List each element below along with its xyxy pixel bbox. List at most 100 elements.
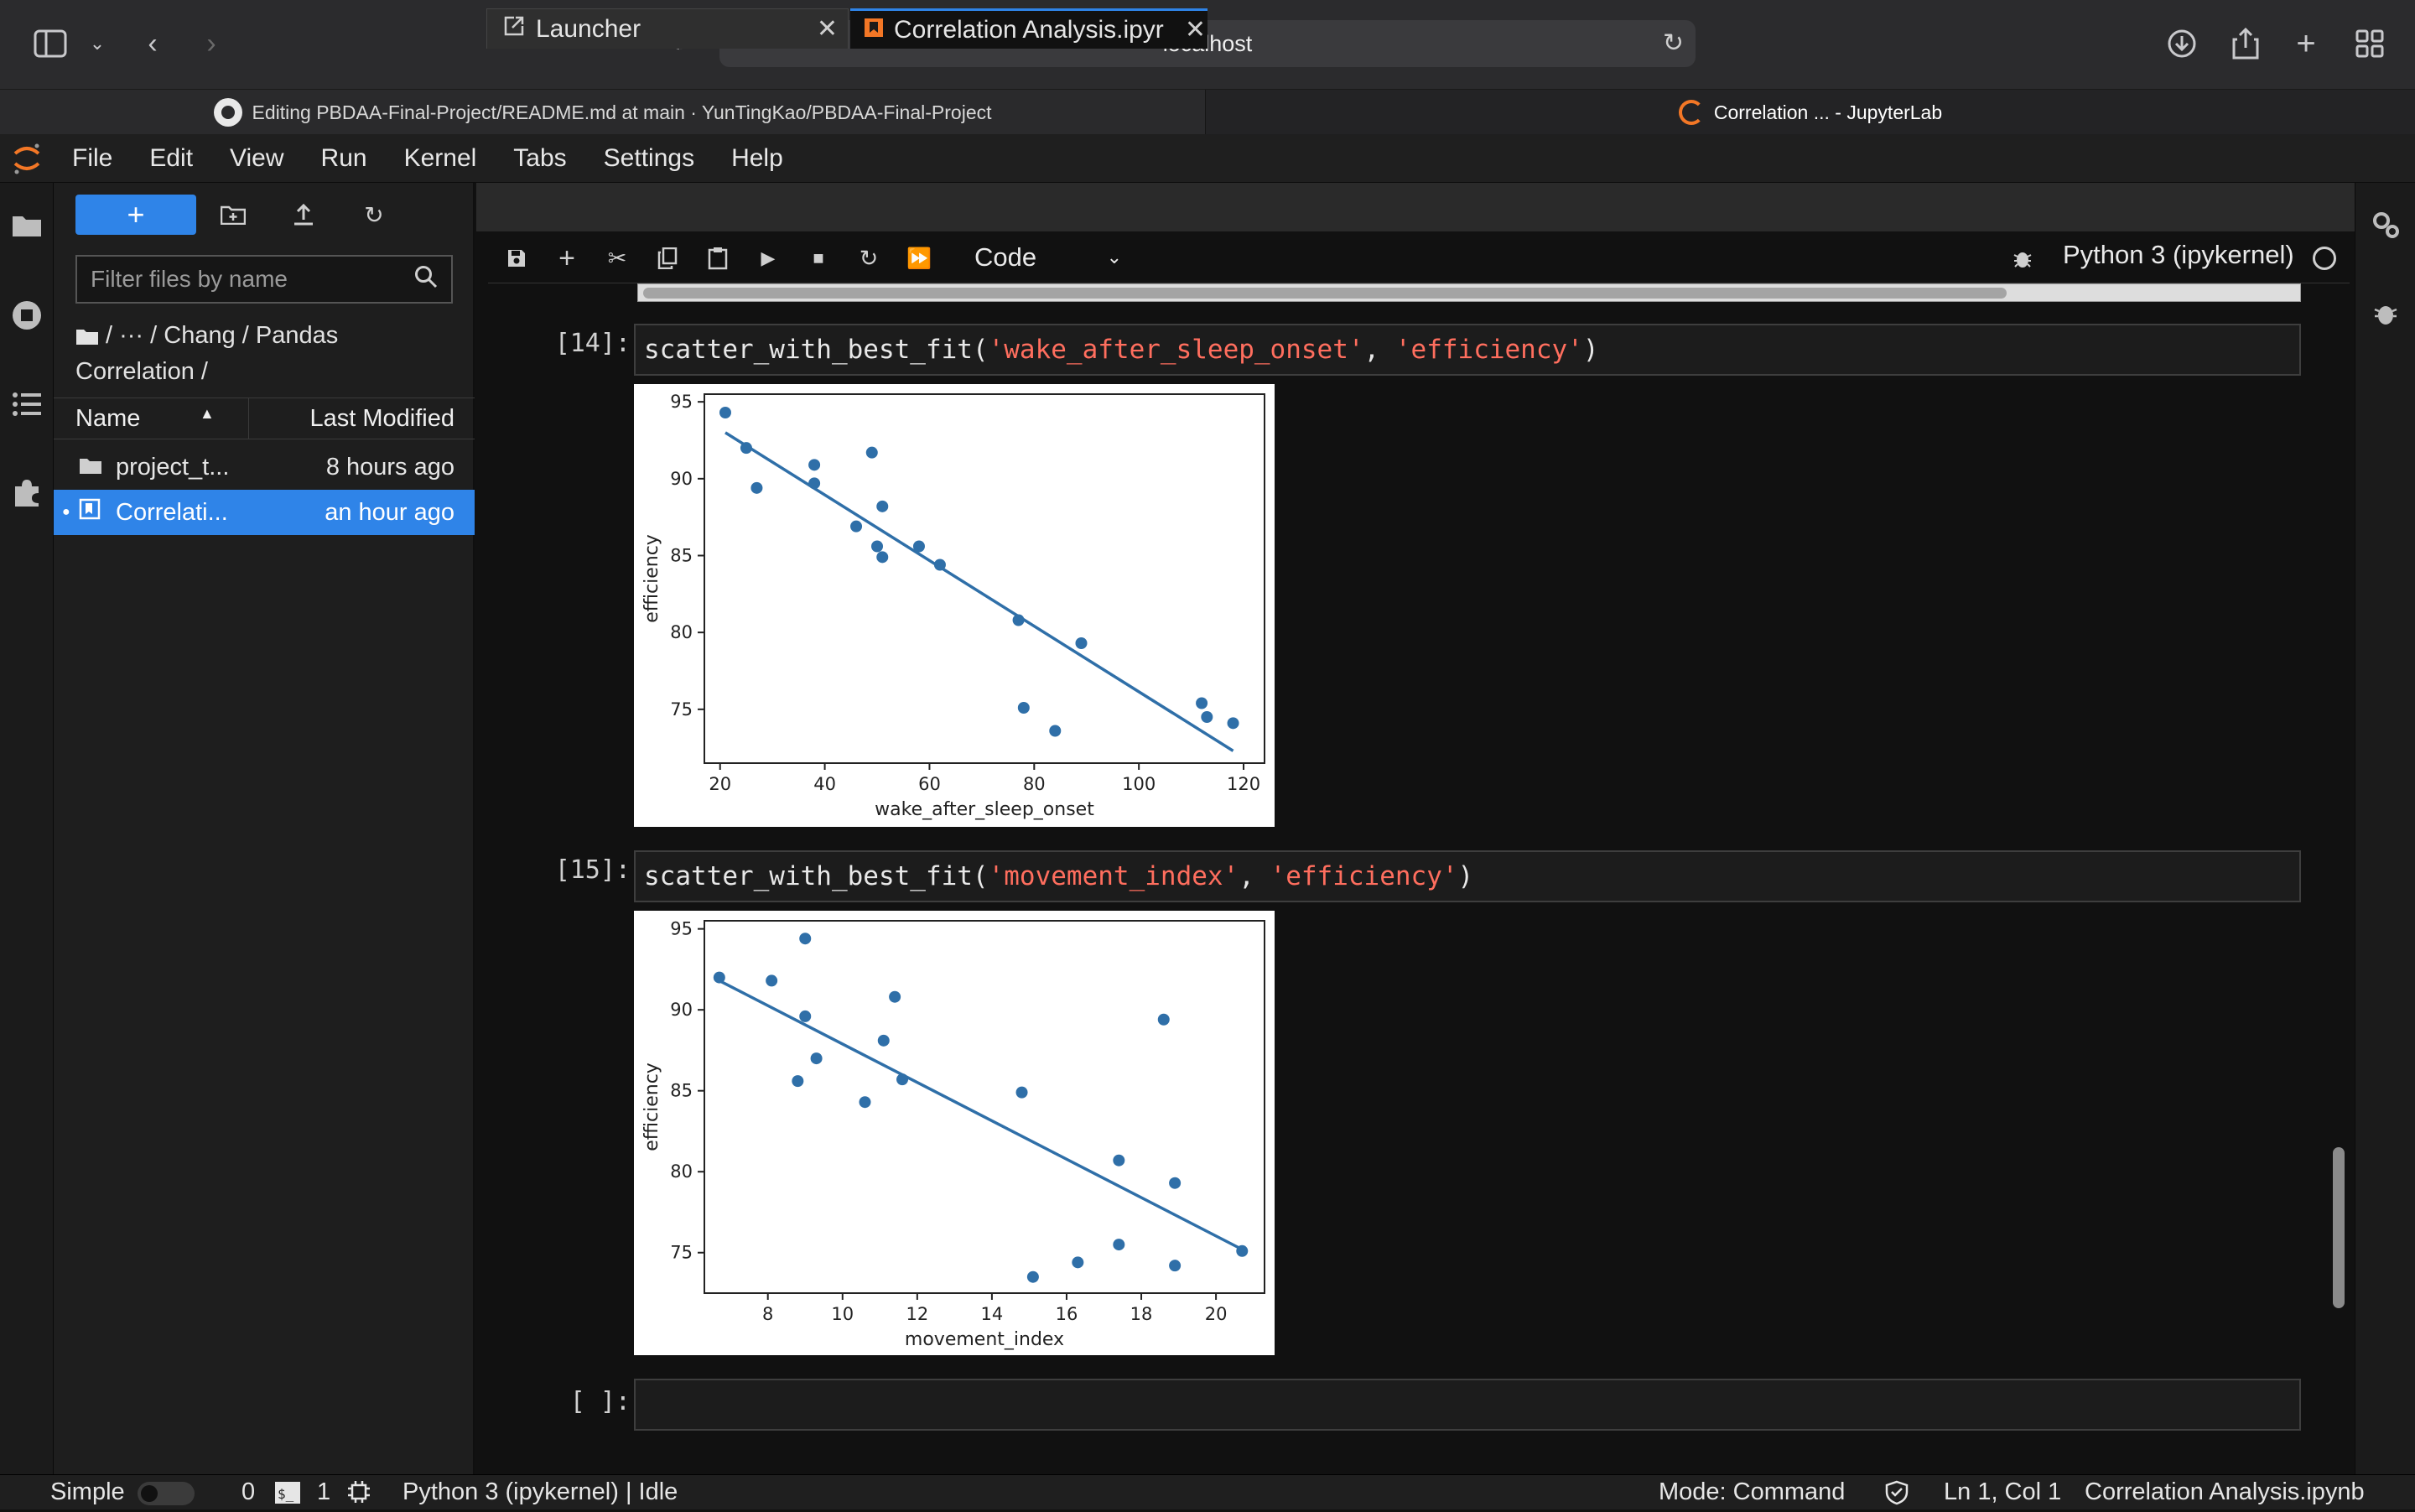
data-point bbox=[766, 974, 778, 987]
close-icon[interactable]: ✕ bbox=[1184, 16, 1206, 44]
data-point bbox=[865, 446, 878, 459]
filter-files-input[interactable] bbox=[77, 257, 414, 302]
notebook-toolbar: + ✂ ▶ ■ ↻ ⏩ Code ⌄ Python 3 (ipykernel) bbox=[488, 231, 2350, 283]
run-icon[interactable]: ▶ bbox=[761, 247, 776, 268]
data-point bbox=[1012, 614, 1025, 626]
notebook-icon bbox=[864, 16, 884, 44]
cursor-position[interactable]: Ln 1, Col 1 bbox=[1944, 1478, 2062, 1505]
new-folder-icon[interactable] bbox=[215, 196, 252, 233]
back-icon[interactable]: ‹ bbox=[148, 27, 158, 60]
data-point bbox=[1169, 1260, 1182, 1272]
breadcrumb[interactable]: / ··· / Chang / Pandas Correlation / bbox=[75, 319, 461, 388]
copy-icon[interactable] bbox=[649, 240, 686, 277]
data-point bbox=[871, 540, 884, 553]
trusted-shield-icon[interactable] bbox=[1885, 1480, 1909, 1512]
save-icon[interactable] bbox=[498, 240, 535, 277]
simple-mode-label: Simple bbox=[50, 1478, 125, 1505]
data-point bbox=[1227, 717, 1239, 730]
reload-icon[interactable]: ↻ bbox=[1662, 29, 1684, 57]
folder-home-icon[interactable] bbox=[75, 321, 99, 355]
menu-kernel[interactable]: Kernel bbox=[403, 143, 477, 172]
menu-view[interactable]: View bbox=[230, 143, 284, 172]
vertical-scrollbar-thumb[interactable] bbox=[2333, 1147, 2345, 1308]
kernel-name-button[interactable]: Python 3 (ipykernel) bbox=[2063, 240, 2294, 269]
menu-run[interactable]: Run bbox=[320, 143, 367, 172]
terminal-count[interactable]: 0 bbox=[242, 1478, 256, 1505]
upload-icon[interactable] bbox=[285, 196, 322, 233]
plot-output: 20 40 60 80 100 120 75 80 85 90 95 wake_after_sleep… bbox=[634, 384, 1275, 827]
y-axis-label: efficiency bbox=[641, 534, 662, 623]
paste-icon[interactable] bbox=[699, 240, 736, 277]
data-point bbox=[1113, 1239, 1125, 1251]
debugger-bug-icon[interactable] bbox=[2366, 294, 2406, 334]
refresh-icon[interactable]: ↻ bbox=[364, 201, 384, 228]
data-point bbox=[808, 477, 821, 490]
breadcrumb-path[interactable]: / ··· / Chang / Pandas Correlation / bbox=[75, 322, 339, 385]
menubar: File Edit View Run Kernel Tabs Settings … bbox=[0, 134, 2415, 183]
last-modified-column-header[interactable]: Last Modified bbox=[309, 405, 455, 432]
x-axis-label: wake_after_sleep_onset bbox=[875, 799, 1094, 820]
file-row-notebook-selected[interactable]: ● Correlati... an hour ago bbox=[54, 490, 475, 535]
menu-help[interactable]: Help bbox=[731, 143, 783, 172]
browser-tab-jupyter[interactable]: Correlation ... - JupyterLab bbox=[1206, 90, 2415, 135]
cell-type-value: Code bbox=[974, 242, 1037, 272]
empty-code-cell[interactable] bbox=[634, 1379, 2301, 1431]
tab-launcher[interactable]: Launcher ✕ bbox=[486, 8, 849, 49]
data-point bbox=[750, 481, 763, 494]
browser-tab-title: Correlation ... - JupyterLab bbox=[1713, 101, 1943, 123]
chevron-down-icon[interactable]: ⌄ bbox=[89, 33, 106, 54]
menu-edit[interactable]: Edit bbox=[149, 143, 194, 172]
cut-icon[interactable]: ✂ bbox=[607, 245, 627, 271]
forward-icon[interactable]: › bbox=[206, 27, 216, 60]
y-tick-label: 90 bbox=[670, 1000, 693, 1020]
y-tick-label: 80 bbox=[670, 622, 693, 642]
share-icon[interactable] bbox=[2225, 23, 2266, 64]
debugger-bug-icon[interactable] bbox=[2004, 240, 2041, 277]
extensions-puzzle-icon[interactable] bbox=[7, 473, 47, 513]
new-launcher-button[interactable]: + bbox=[75, 195, 196, 235]
data-point bbox=[889, 990, 901, 1003]
x-tick-label: 120 bbox=[1227, 774, 1260, 794]
kernel-count[interactable]: 1 bbox=[317, 1478, 331, 1505]
restart-kernel-icon[interactable]: ↻ bbox=[859, 245, 879, 271]
restart-run-all-icon[interactable]: ⏩ bbox=[906, 247, 932, 270]
x-tick-label: 16 bbox=[1056, 1304, 1078, 1324]
cell-type-select[interactable]: Code ⌄ bbox=[966, 238, 1125, 277]
property-inspector-gears-icon[interactable] bbox=[2366, 205, 2406, 245]
horizontal-scrollbar[interactable] bbox=[637, 283, 2301, 302]
data-point bbox=[719, 407, 731, 418]
folder-icon[interactable] bbox=[7, 205, 47, 245]
code-cell-input[interactable]: scatter_with_best_fit('wake_after_sleep_… bbox=[634, 324, 2301, 376]
x-tick-label: 20 bbox=[709, 774, 731, 794]
kernel-status-text[interactable]: Python 3 (ipykernel) | Idle bbox=[402, 1478, 678, 1505]
sidebar-toggle-icon[interactable] bbox=[30, 23, 70, 64]
running-sessions-icon[interactable] bbox=[7, 295, 47, 335]
browser-tab-github[interactable]: Editing PBDAA-Final-Project/README.md at… bbox=[0, 90, 1206, 135]
file-browser-panel: + ↻ / ··· / Chang / Pandas Correlation /… bbox=[54, 183, 475, 1474]
data-point bbox=[713, 971, 725, 984]
code-text: scatter_with_best_fit( bbox=[644, 335, 989, 365]
tab-overview-icon[interactable] bbox=[2350, 23, 2390, 64]
menu-settings[interactable]: Settings bbox=[603, 143, 695, 172]
menu-tabs[interactable]: Tabs bbox=[513, 143, 567, 172]
name-column-header[interactable]: Name bbox=[75, 405, 141, 432]
cell-prompt: [ ]: bbox=[569, 1387, 631, 1416]
browser-tab-strip: Editing PBDAA-Final-Project/README.md at… bbox=[0, 89, 2415, 135]
file-row-folder[interactable]: project_t... 8 hours ago bbox=[54, 444, 475, 490]
close-icon[interactable]: ✕ bbox=[816, 15, 838, 43]
code-cell-input[interactable]: scatter_with_best_fit('movement_index', … bbox=[634, 850, 2301, 902]
new-tab-icon[interactable]: + bbox=[2296, 24, 2316, 62]
stop-icon[interactable]: ■ bbox=[813, 247, 824, 268]
download-icon[interactable] bbox=[2162, 23, 2202, 64]
kernel-idle-indicator-icon bbox=[2313, 247, 2336, 270]
insert-cell-icon[interactable]: + bbox=[558, 242, 575, 274]
menu-file[interactable]: File bbox=[72, 143, 113, 172]
table-of-contents-icon[interactable] bbox=[7, 384, 47, 424]
simple-mode-toggle[interactable] bbox=[138, 1482, 195, 1505]
document-tab-bar bbox=[476, 183, 2355, 231]
horizontal-scrollbar-thumb[interactable] bbox=[643, 288, 2007, 299]
tab-notebook[interactable]: Correlation Analysis.ipyr ✕ bbox=[850, 8, 1208, 49]
filter-box bbox=[75, 255, 453, 304]
browser-toolbar: ⌄ ‹ › ◐ localhost ↻ + bbox=[0, 0, 2415, 89]
data-point bbox=[1026, 1270, 1039, 1283]
